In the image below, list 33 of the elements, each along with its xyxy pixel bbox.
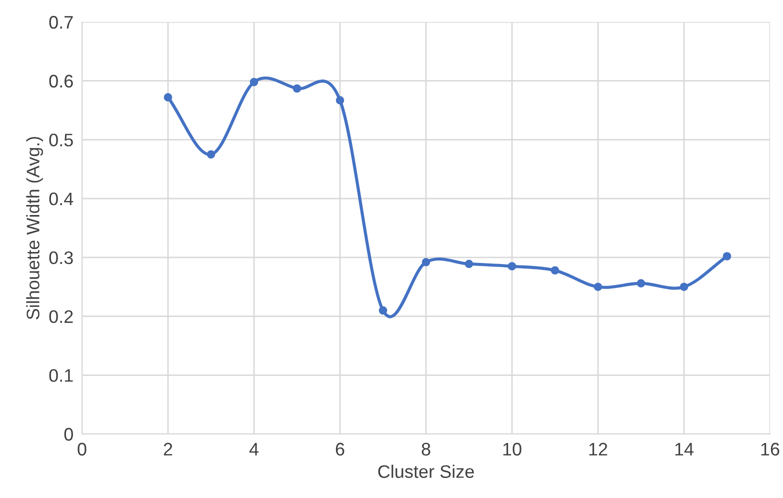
y-tick-label: 0.1 — [49, 369, 73, 382]
point — [594, 282, 602, 292]
x-tick-label: 0 — [78, 442, 86, 456]
y-tick-label: 0.5 — [49, 134, 73, 146]
point — [378, 306, 388, 315]
point — [680, 282, 688, 292]
y-axis-title: Silhouette Width (Avg.) — [26, 136, 44, 320]
y-tick-label: 0.4 — [49, 192, 74, 206]
point — [422, 258, 430, 266]
point — [508, 262, 516, 270]
x-tick-label: 4 — [249, 442, 258, 456]
y-tick-label: 0.3 — [49, 251, 73, 264]
x-tick-label: 8 — [422, 442, 430, 456]
x-tick-label: 12 — [589, 442, 608, 456]
point — [722, 252, 732, 260]
point — [292, 84, 302, 93]
x-tick-label: 6 — [336, 442, 344, 456]
point — [336, 96, 344, 104]
x-axis-title: Cluster Size — [378, 464, 474, 478]
x-tick-label: 16 — [761, 442, 780, 456]
point — [550, 266, 560, 275]
point — [164, 93, 172, 102]
x-tick-label: 10 — [503, 442, 522, 456]
point — [250, 78, 258, 86]
point — [464, 260, 474, 268]
y-tick-label: 0 — [64, 428, 73, 441]
point — [206, 150, 216, 159]
x-tick-label: 14 — [675, 442, 694, 456]
point — [636, 279, 646, 288]
y-tick-label: 0.2 — [49, 310, 73, 324]
x-tick-label: 2 — [164, 442, 172, 456]
y-tick-label: 0.7 — [49, 16, 73, 29]
y-tick-label: 0.6 — [49, 74, 73, 88]
